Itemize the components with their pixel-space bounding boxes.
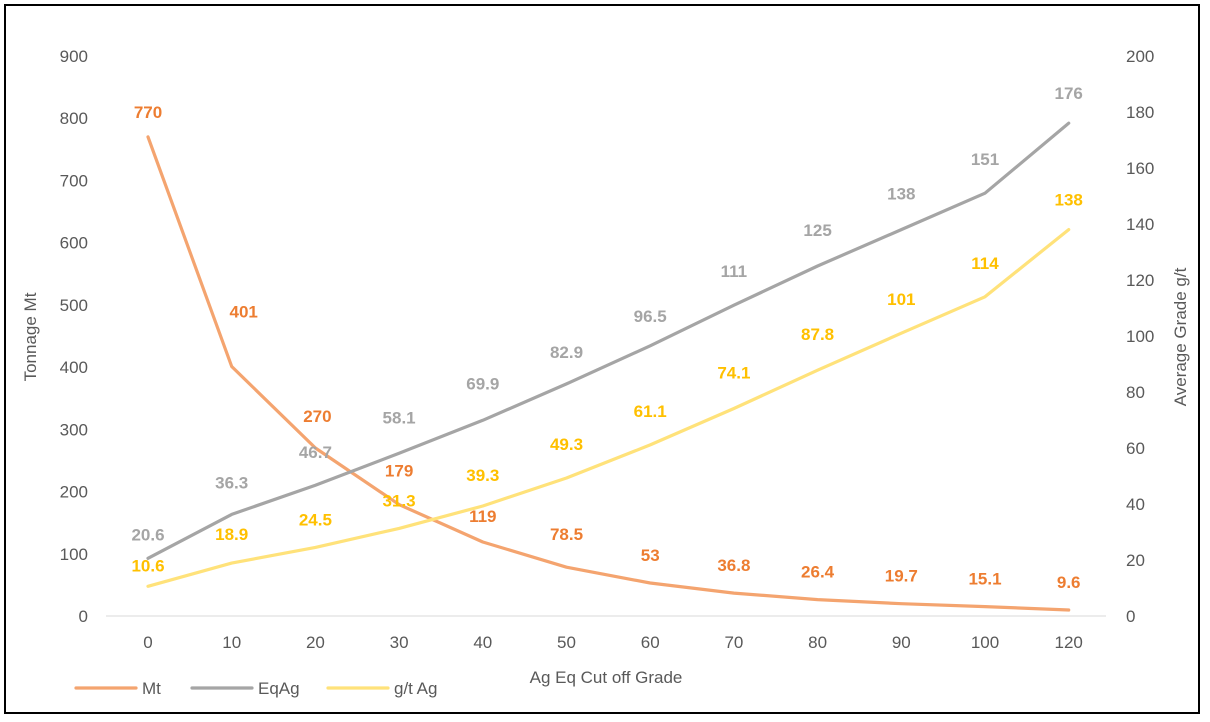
- left-tick-label: 600: [60, 234, 88, 253]
- right-tick-label: 160: [1126, 159, 1154, 178]
- left-tick-label: 300: [60, 420, 88, 439]
- data-label: 176: [1055, 84, 1083, 103]
- data-label: 31.3: [383, 491, 416, 510]
- data-labels: 770 401 270 179 119 78.5 53 36.8 26.4 19.7 15.1 9.6…: [131, 84, 1082, 592]
- data-label: 69.9: [466, 374, 499, 393]
- legend: Mt EqAg g/t Ag: [74, 679, 437, 698]
- left-tick-label: 700: [60, 171, 88, 190]
- data-label: 36.3: [215, 473, 248, 492]
- data-label: 125: [803, 221, 831, 240]
- data-label: 61.1: [634, 402, 667, 421]
- right-tick-label: 0: [1126, 607, 1135, 626]
- x-tick-label: 0: [143, 633, 152, 652]
- data-label: 78.5: [550, 525, 583, 544]
- right-tick-label: 120: [1126, 271, 1154, 290]
- data-label: 82.9: [550, 343, 583, 362]
- data-label: 151: [971, 150, 999, 169]
- data-label: 138: [1055, 191, 1083, 210]
- left-axis-ticks: 0 100 200 300 400 500 600 700 800 900: [60, 47, 88, 626]
- legend-label: EqAg: [258, 679, 300, 698]
- x-tick-label: 20: [306, 633, 325, 652]
- right-tick-label: 180: [1126, 103, 1154, 122]
- x-tick-label: 60: [641, 633, 660, 652]
- data-label: 179: [385, 462, 413, 481]
- x-tick-label: 50: [557, 633, 576, 652]
- data-label: 36.8: [717, 556, 750, 575]
- left-tick-label: 400: [60, 358, 88, 377]
- data-label: 46.7: [299, 443, 332, 462]
- data-label: 138: [887, 185, 915, 204]
- series-line-eqag: [146, 121, 1071, 560]
- x-tick-label: 100: [971, 633, 999, 652]
- data-label: 9.6: [1057, 573, 1081, 592]
- data-label: 96.5: [634, 307, 667, 326]
- data-label: 87.8: [801, 325, 834, 344]
- data-label: 401: [230, 302, 258, 321]
- series-line-g-t-ag: [146, 228, 1071, 588]
- data-label: 24.5: [299, 510, 332, 529]
- data-label: 101: [887, 290, 915, 309]
- data-label: 270: [303, 407, 331, 426]
- data-label: 770: [134, 103, 162, 122]
- right-tick-label: 100: [1126, 327, 1154, 346]
- left-tick-label: 800: [60, 109, 88, 128]
- right-tick-label: 80: [1126, 383, 1145, 402]
- right-axis-ticks: 0 20 40 60 80 100 120 140 160 180 200: [1126, 47, 1154, 626]
- x-tick-label: 70: [724, 633, 743, 652]
- x-tick-label: 120: [1055, 633, 1083, 652]
- chart-frame: [4, 4, 1200, 714]
- left-tick-label: 500: [60, 296, 88, 315]
- x-axis-title: Ag Eq Cut off Grade: [530, 668, 683, 687]
- right-tick-label: 60: [1126, 439, 1145, 458]
- right-tick-label: 200: [1126, 47, 1154, 66]
- data-label: 18.9: [215, 525, 248, 544]
- x-tick-label: 10: [222, 633, 241, 652]
- legend-label: g/t Ag: [394, 679, 437, 698]
- data-label: 119: [469, 507, 496, 526]
- data-label: 49.3: [550, 435, 583, 454]
- data-label: 26.4: [801, 563, 835, 582]
- series-lines: [146, 121, 1071, 612]
- left-tick-label: 0: [79, 607, 88, 626]
- data-label: 74.1: [717, 364, 750, 383]
- data-label: 15.1: [968, 570, 1001, 589]
- left-tick-label: 200: [60, 483, 88, 502]
- x-tick-label: 30: [390, 633, 409, 652]
- left-tick-label: 100: [60, 545, 88, 564]
- series-line-mt: [146, 135, 1071, 612]
- x-tick-label: 40: [473, 633, 492, 652]
- data-label: 20.6: [131, 525, 164, 544]
- x-tick-label: 80: [808, 633, 827, 652]
- data-label: 39.3: [466, 466, 499, 485]
- data-label: 111: [721, 262, 748, 281]
- y-axis-title: Tonnage Mt: [21, 292, 40, 381]
- data-label: 19.7: [885, 567, 918, 586]
- data-label: 53: [641, 546, 660, 565]
- legend-label: Mt: [142, 679, 161, 698]
- left-tick-label: 900: [60, 47, 88, 66]
- right-tick-label: 20: [1126, 551, 1145, 570]
- x-axis-ticks: 0 10 20 30 40 50 60 70 80 90 100 120: [143, 633, 1083, 652]
- right-tick-label: 140: [1126, 215, 1154, 234]
- data-label: 58.1: [383, 408, 416, 427]
- data-label: 114: [971, 254, 999, 273]
- right-tick-label: 40: [1126, 495, 1145, 514]
- y2-axis-title: Average Grade g/t: [1171, 267, 1190, 406]
- data-label: 10.6: [131, 556, 164, 575]
- x-tick-label: 90: [892, 633, 911, 652]
